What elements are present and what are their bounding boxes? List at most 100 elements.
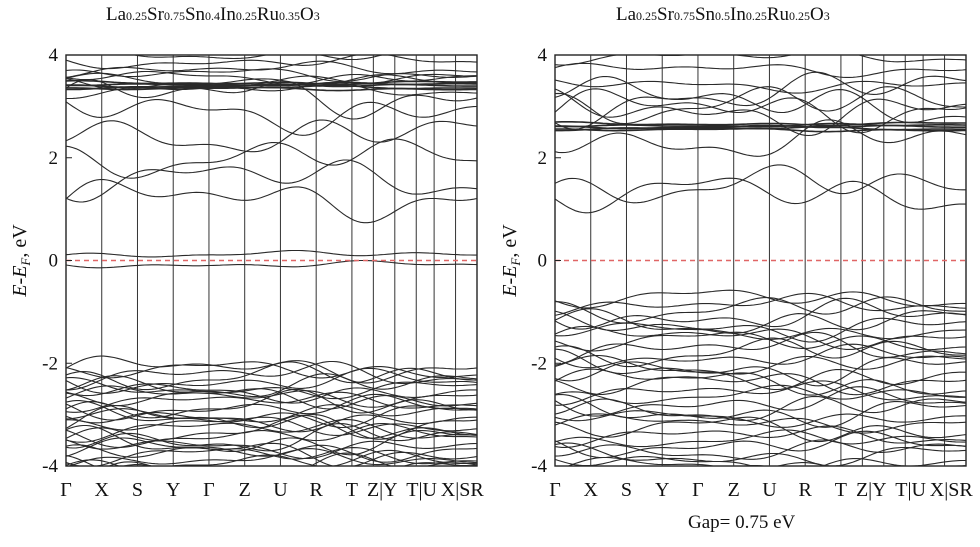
y-tick-label: 0 (538, 251, 548, 272)
kpoint-label: U (762, 479, 777, 501)
kpoint-label: T|U (895, 479, 926, 501)
valence-band (555, 439, 966, 460)
valence-band (555, 430, 966, 459)
y-tick-label: -2 (531, 353, 547, 374)
valence-band (66, 437, 477, 463)
conduction-band (66, 178, 477, 224)
valence-band (66, 393, 477, 421)
valence-band (67, 448, 477, 466)
valence-band (555, 348, 966, 387)
kpoint-label: Z|Y (367, 479, 398, 501)
kpoint-label: R (959, 479, 973, 501)
valence-band (66, 367, 477, 394)
valence-band (739, 464, 768, 466)
bands-group (555, 55, 966, 466)
valence-band (66, 459, 477, 466)
valence-band (555, 429, 966, 448)
y-tick-label: -4 (531, 456, 547, 477)
valence-band (555, 372, 966, 396)
y-tick-label: 4 (49, 45, 59, 66)
kpoint-label: Γ (203, 479, 215, 501)
kpoint-label: R (470, 479, 484, 501)
valence-band (66, 373, 477, 398)
conduction-band (555, 88, 966, 137)
valence-band (66, 377, 477, 400)
kpoint-label: Z (728, 479, 740, 501)
y-tick-label: -2 (42, 353, 58, 374)
kpoint-label: Γ (692, 479, 704, 501)
valence-band (66, 414, 477, 441)
y-tick-label: 0 (49, 251, 59, 272)
kpoint-label: Γ (60, 479, 72, 501)
conduction-band (555, 79, 966, 94)
kpoint-label: X|S (441, 479, 471, 501)
valence-band (555, 325, 966, 350)
kpoint-label: R (310, 479, 324, 501)
midgap-band (66, 259, 477, 269)
bands-group (66, 55, 477, 466)
gap-annotation: Gap= 0.75 eV (688, 512, 796, 533)
conduction-band (555, 164, 966, 204)
valence-band (555, 442, 966, 466)
kpoint-label: X (584, 479, 599, 501)
left-panel-title: La0.25Sr0.75Sn0.4In0.25Ru0.35O3 (106, 4, 320, 25)
conduction-band (555, 71, 966, 107)
conduction-band (66, 159, 477, 203)
valence-band (66, 404, 477, 423)
valence-band (555, 380, 966, 406)
conduction-band (66, 99, 477, 136)
valence-band (66, 419, 477, 443)
valence-band (555, 410, 966, 428)
valence-band (66, 383, 477, 404)
kpoint-label: Y (655, 479, 669, 501)
valence-band (555, 425, 966, 448)
conduction-band (66, 60, 477, 78)
conduction-band (555, 89, 966, 130)
conduction-band (555, 119, 966, 157)
kpoint-label: S (132, 479, 143, 501)
y-axis-label: E-EF, eV (9, 224, 33, 298)
conduction-band (66, 138, 477, 179)
kpoint-label: S (621, 479, 632, 501)
kpoint-label: Z|Y (856, 479, 887, 501)
conduction-band (66, 55, 477, 70)
valence-band (555, 416, 966, 443)
valence-band (66, 424, 477, 456)
valence-band (66, 449, 477, 466)
kpoint-label: U (273, 479, 288, 501)
valence-band (566, 456, 966, 466)
midgap-band (66, 249, 477, 258)
kpoint-label: T (835, 479, 847, 501)
right-panel-title: La0.25Sr0.75Sn0.5In0.25Ru0.25O3 (616, 4, 830, 25)
valence-band (555, 289, 966, 309)
valence-band (66, 388, 477, 410)
valence-band (555, 297, 966, 330)
kpoint-label: T (346, 479, 358, 501)
valence-band (66, 439, 477, 460)
conduction-band (555, 62, 966, 78)
valence-band (555, 368, 966, 396)
kpoint-label: Z (239, 479, 251, 501)
kpoint-label: Γ (549, 479, 561, 501)
valence-band (555, 361, 966, 391)
valence-band (66, 391, 477, 413)
kpoint-label: X|S (930, 479, 960, 501)
valence-band (555, 292, 966, 316)
y-axis-label: E-EF, eV (499, 224, 523, 298)
y-tick-label: 4 (538, 45, 548, 66)
conduction-band (66, 74, 477, 91)
y-tick-label: -4 (42, 456, 58, 477)
valence-band (555, 354, 966, 375)
valence-band (555, 310, 966, 343)
valence-band (66, 400, 477, 429)
conduction-band (555, 177, 966, 214)
conduction-band (555, 55, 966, 66)
y-tick-label: 2 (538, 148, 548, 169)
valence-band (555, 413, 966, 434)
valence-band (121, 452, 477, 466)
kpoint-label: X (95, 479, 110, 501)
valence-band (555, 386, 966, 417)
conduction-band (66, 119, 477, 153)
